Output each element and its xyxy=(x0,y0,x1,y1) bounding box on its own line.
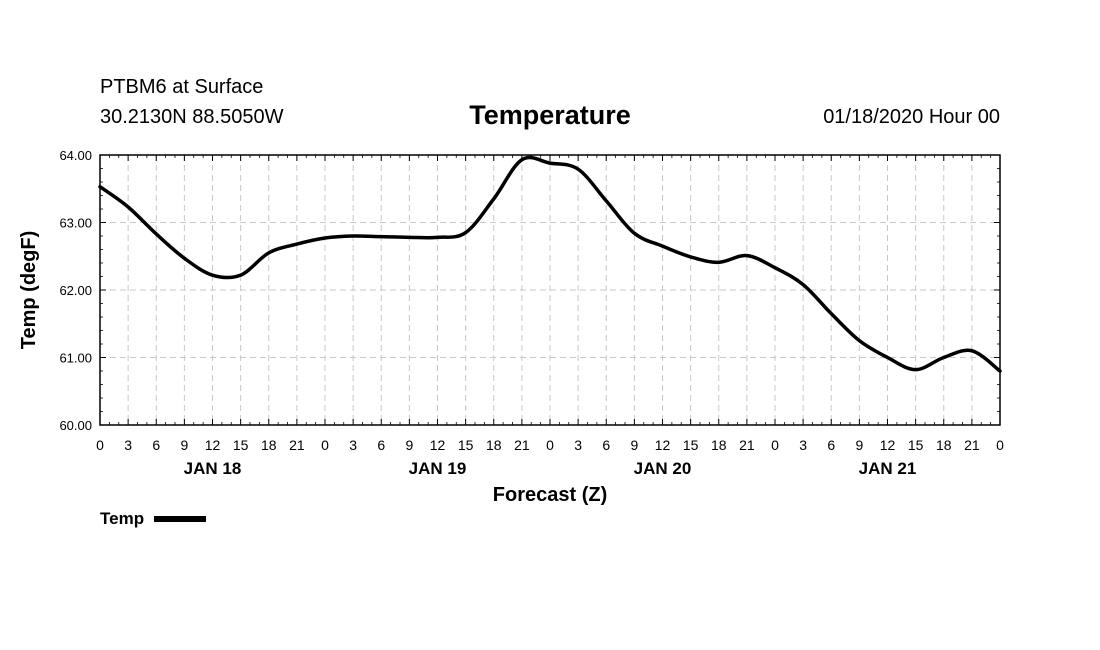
grid-lines xyxy=(100,155,1000,425)
x-tick-label: 18 xyxy=(261,437,277,453)
y-tick-label: 62.00 xyxy=(59,283,92,298)
axis-labels: 0 3 6 9 12 15 18 21 0 3 6 9 12 15 18 21 0 3 6 9 12 15 18 21 0 3 6 9… xyxy=(59,148,1004,478)
x-tick-label: 12 xyxy=(205,437,221,453)
x-tick-label: 18 xyxy=(711,437,727,453)
x-tick-label: 15 xyxy=(458,437,474,453)
x-tick-label: 18 xyxy=(936,437,952,453)
y-tick-label: 64.00 xyxy=(59,148,92,163)
x-tick-label: 12 xyxy=(880,437,896,453)
x-tick-label: 3 xyxy=(799,437,807,453)
x-tick-label: 12 xyxy=(655,437,671,453)
x-tick-label: 0 xyxy=(546,437,554,453)
x-tick-label: 0 xyxy=(996,437,1004,453)
legend-label: Temp xyxy=(100,509,145,528)
x-tick-label: 9 xyxy=(855,437,863,453)
series-line-temp xyxy=(98,155,1002,373)
chart-title: Temperature xyxy=(469,100,631,130)
x-tick-label: 9 xyxy=(405,437,413,453)
x-tick-label: 9 xyxy=(180,437,188,453)
x-tick-label: 0 xyxy=(771,437,779,453)
x-tick-label: 21 xyxy=(964,437,980,453)
x-tick-label: 3 xyxy=(349,437,357,453)
x-tick-label: 21 xyxy=(289,437,305,453)
station-name: PTBM6 at Surface xyxy=(100,76,264,98)
plot-frame xyxy=(99,154,1001,426)
x-tick-label: 3 xyxy=(124,437,132,453)
x-tick-label: 0 xyxy=(96,437,104,453)
x-tick-label: 9 xyxy=(630,437,638,453)
day-label: JAN 21 xyxy=(859,459,917,478)
x-tick-label: 6 xyxy=(602,437,610,453)
x-tick-label: 12 xyxy=(430,437,446,453)
y-tick-label: 61.00 xyxy=(59,351,92,366)
x-tick-label: 6 xyxy=(827,437,835,453)
x-tick-label: 3 xyxy=(574,437,582,453)
y-axis-label: Temp (degF) xyxy=(18,231,40,350)
x-tick-label: 15 xyxy=(908,437,924,453)
day-label: JAN 19 xyxy=(409,459,467,478)
x-tick-label: 21 xyxy=(739,437,755,453)
x-tick-label: 15 xyxy=(683,437,699,453)
x-axis-label: Forecast (Z) xyxy=(493,484,607,506)
forecast-datetime: 01/18/2020 Hour 00 xyxy=(823,106,1000,128)
x-tick-label: 6 xyxy=(152,437,160,453)
x-tick-label: 18 xyxy=(486,437,502,453)
x-tick-label: 0 xyxy=(321,437,329,453)
legend-line-swatch xyxy=(154,516,207,522)
day-label: JAN 18 xyxy=(184,459,242,478)
day-label: JAN 20 xyxy=(634,459,692,478)
y-tick-label: 63.00 xyxy=(59,216,92,231)
x-tick-label: 15 xyxy=(233,437,249,453)
station-coordinates: 30.2130N 88.5050W xyxy=(100,106,284,128)
y-tick-label: 60.00 xyxy=(59,418,92,433)
x-tick-label: 6 xyxy=(377,437,385,453)
series-layer xyxy=(98,155,1002,373)
legend: Temp xyxy=(100,509,207,529)
x-tick-label: 21 xyxy=(514,437,530,453)
